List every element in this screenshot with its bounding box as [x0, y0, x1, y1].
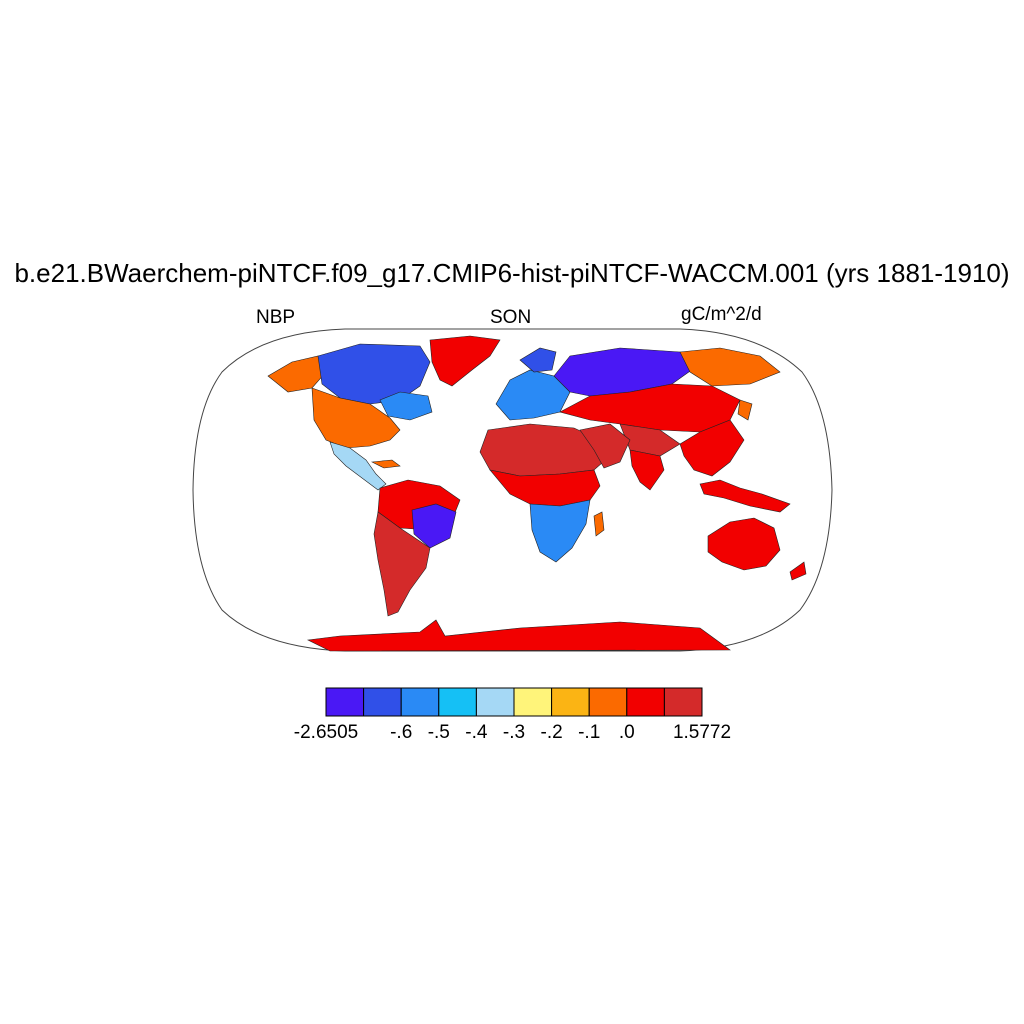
region-canada-east [379, 391, 433, 421]
colorbar-tick-label: -.2 [540, 722, 563, 743]
colorbar-tick-label: -.5 [427, 722, 450, 743]
region-southern-south-america [373, 511, 431, 617]
region-northeast-asia [679, 347, 781, 387]
colorbar-tick-label: -.6 [390, 722, 413, 743]
region-southern-africa [529, 499, 591, 563]
colorbar-box [513, 687, 553, 717]
region-tibet [619, 423, 681, 457]
region-new-zealand [789, 561, 807, 581]
region-brazil [411, 503, 457, 549]
colorbar-tick-label: 1.5772 [672, 722, 732, 743]
colorbar-box [438, 687, 477, 717]
region-scandinavia [519, 347, 557, 373]
region-middle-east [579, 423, 631, 469]
colorbar-tick-label: -.4 [465, 722, 488, 743]
region-canada [317, 343, 431, 405]
colorbar-box [325, 687, 365, 717]
colorbar-tick-label: -2.6505 [293, 722, 359, 743]
units-label: gC/m^2/d [681, 304, 762, 325]
colorbar-box [475, 687, 515, 717]
colorbar-box [551, 687, 590, 717]
region-japan [737, 399, 753, 421]
region-australia [707, 517, 781, 571]
colorbar-box [363, 687, 402, 717]
season-label: SON [490, 307, 532, 328]
colorbar-tick-label: .0 [618, 722, 635, 743]
colorbar-box [588, 687, 628, 717]
region-united-states [311, 387, 401, 449]
colorbar-box [663, 687, 703, 717]
region-indonesia [699, 479, 791, 513]
variable-label: NBP [256, 307, 296, 328]
region-india [629, 449, 665, 491]
region-greenland [429, 335, 501, 387]
region-central-asia [559, 383, 741, 433]
region-caribbean [370, 459, 401, 469]
region-siberia [553, 347, 701, 397]
region-antarctica [306, 619, 731, 652]
colorbar-box [400, 687, 440, 717]
region-southeast-asia [679, 419, 745, 477]
map-title: b.e21.BWaerchem-piNTCF.f09_g17.CMIP6-his… [14, 258, 1010, 288]
colorbar-box [626, 687, 665, 717]
colorbar [325, 687, 703, 717]
colorbar-tick-label: -.1 [578, 722, 601, 743]
region-mexico-central-america [329, 441, 387, 491]
region-madagascar [593, 511, 605, 537]
colorbar-tick-label: -.3 [502, 722, 526, 743]
region-sahel [489, 469, 601, 507]
